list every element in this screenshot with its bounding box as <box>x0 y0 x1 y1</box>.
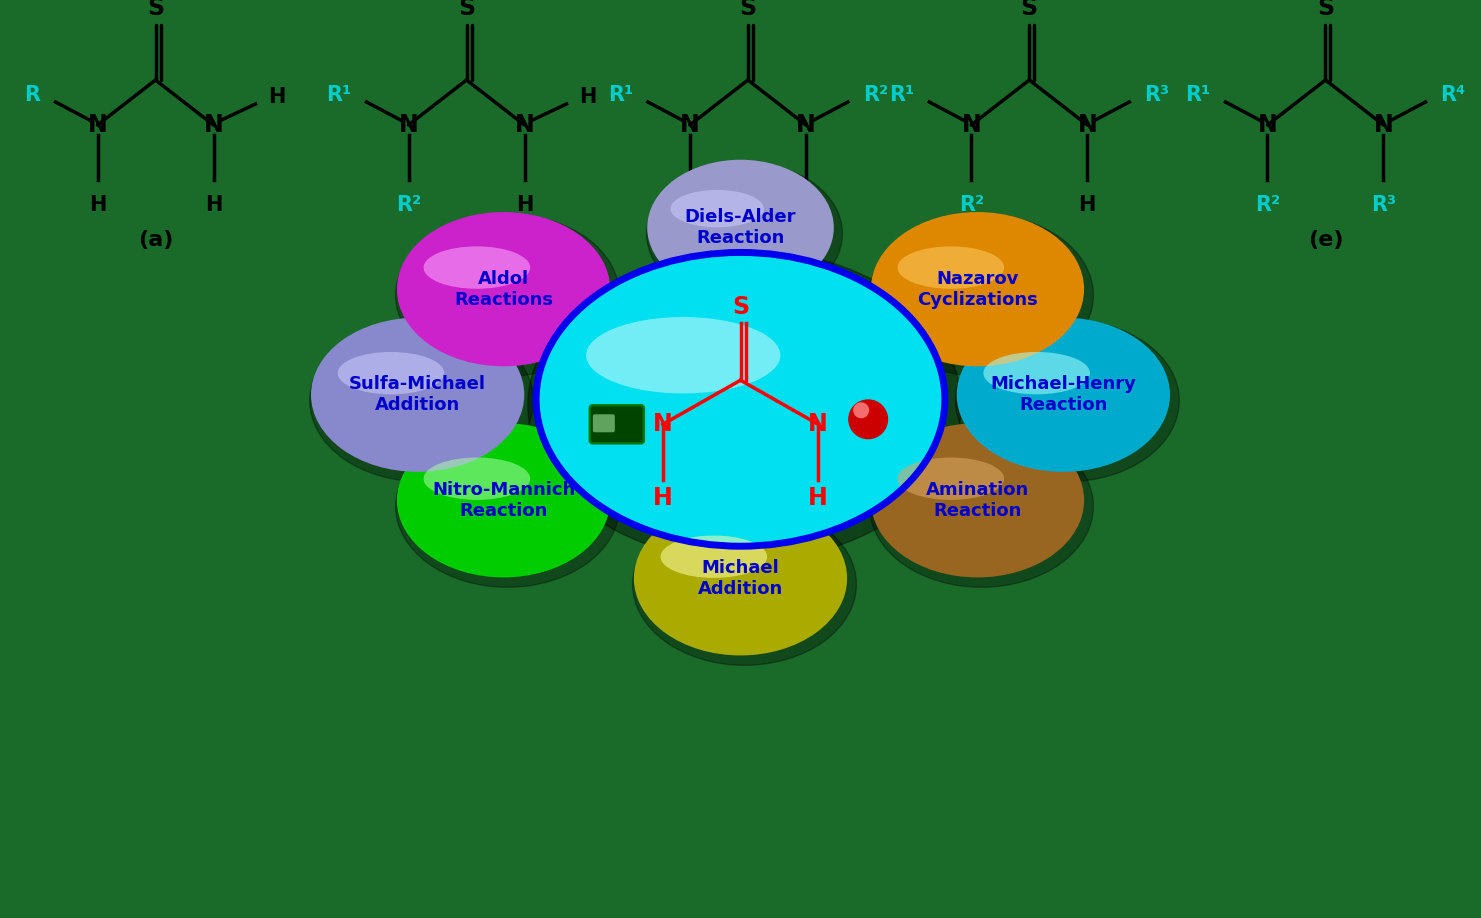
Text: R¹: R¹ <box>1185 85 1210 105</box>
Text: (c): (c) <box>732 230 764 250</box>
Text: S: S <box>147 0 164 20</box>
Ellipse shape <box>869 214 1093 376</box>
Text: R²: R² <box>863 85 889 105</box>
Text: R²: R² <box>958 195 983 215</box>
Text: R: R <box>25 85 40 105</box>
Ellipse shape <box>634 501 847 655</box>
Text: N: N <box>1257 113 1278 137</box>
Ellipse shape <box>397 212 610 366</box>
Text: R¹: R¹ <box>889 85 914 105</box>
Text: R¹: R¹ <box>607 85 632 105</box>
Text: N: N <box>1373 113 1394 137</box>
Text: N: N <box>1077 113 1097 137</box>
Ellipse shape <box>869 425 1093 588</box>
Text: Michael-Henry
Reaction: Michael-Henry Reaction <box>991 375 1136 414</box>
Text: Aldol
Reactions: Aldol Reactions <box>455 270 552 308</box>
Text: N: N <box>795 113 816 137</box>
Text: R¹: R¹ <box>326 85 351 105</box>
Text: N: N <box>514 113 535 137</box>
Text: H: H <box>797 195 815 215</box>
Text: H: H <box>579 87 597 107</box>
Text: N: N <box>680 113 701 137</box>
Ellipse shape <box>586 317 780 394</box>
Text: S: S <box>458 0 475 20</box>
Text: Diels-Alder
Reaction: Diels-Alder Reaction <box>684 208 797 247</box>
Text: Amination
Reaction: Amination Reaction <box>926 481 1029 520</box>
Text: Nitro-Mannich
Reaction: Nitro-Mannich Reaction <box>432 481 575 520</box>
Ellipse shape <box>395 425 619 588</box>
Ellipse shape <box>338 352 444 395</box>
Text: (d): (d) <box>1012 230 1047 250</box>
Text: R³: R³ <box>1371 195 1397 215</box>
Text: S: S <box>1317 0 1334 20</box>
Ellipse shape <box>527 250 961 561</box>
Ellipse shape <box>897 457 1004 500</box>
Ellipse shape <box>424 246 530 289</box>
Ellipse shape <box>536 252 945 546</box>
Ellipse shape <box>671 190 764 228</box>
Ellipse shape <box>647 160 834 296</box>
Text: H: H <box>653 487 672 510</box>
Text: Michael
Addition: Michael Addition <box>698 559 783 598</box>
Text: H: H <box>89 195 107 215</box>
Ellipse shape <box>395 214 619 376</box>
Text: (a): (a) <box>138 230 173 250</box>
FancyBboxPatch shape <box>592 414 615 432</box>
Ellipse shape <box>871 212 1084 366</box>
Text: N: N <box>87 113 108 137</box>
Text: N: N <box>653 412 672 436</box>
Text: Sulfa-Michael
Addition: Sulfa-Michael Addition <box>350 375 486 414</box>
Text: N: N <box>809 412 828 436</box>
Ellipse shape <box>310 319 533 482</box>
Text: S: S <box>739 0 757 20</box>
Text: Nazarov
Cyclizations: Nazarov Cyclizations <box>917 270 1038 308</box>
Ellipse shape <box>632 503 856 666</box>
Ellipse shape <box>955 319 1179 482</box>
Text: H: H <box>809 487 828 510</box>
Ellipse shape <box>983 352 1090 395</box>
Ellipse shape <box>897 246 1004 289</box>
Text: R⁴: R⁴ <box>1441 85 1466 105</box>
Ellipse shape <box>957 318 1170 472</box>
Ellipse shape <box>871 423 1084 577</box>
Text: R²: R² <box>1254 195 1280 215</box>
Text: H: H <box>681 195 699 215</box>
Text: N: N <box>203 113 224 137</box>
Ellipse shape <box>661 535 767 578</box>
Circle shape <box>853 402 869 419</box>
Text: H: H <box>1078 195 1096 215</box>
Text: N: N <box>961 113 982 137</box>
Text: H: H <box>268 87 286 107</box>
FancyBboxPatch shape <box>589 406 644 443</box>
Text: N: N <box>398 113 419 137</box>
Ellipse shape <box>424 457 530 500</box>
Text: R²: R² <box>395 195 421 215</box>
Ellipse shape <box>311 318 524 472</box>
Text: R³: R³ <box>1145 85 1170 105</box>
Ellipse shape <box>647 162 843 305</box>
Text: (b): (b) <box>449 230 484 250</box>
Text: S: S <box>1020 0 1038 20</box>
Text: (e): (e) <box>1308 230 1343 250</box>
Text: S: S <box>732 295 749 319</box>
Circle shape <box>849 399 889 440</box>
Text: H: H <box>515 195 533 215</box>
Text: H: H <box>204 195 222 215</box>
Ellipse shape <box>397 423 610 577</box>
